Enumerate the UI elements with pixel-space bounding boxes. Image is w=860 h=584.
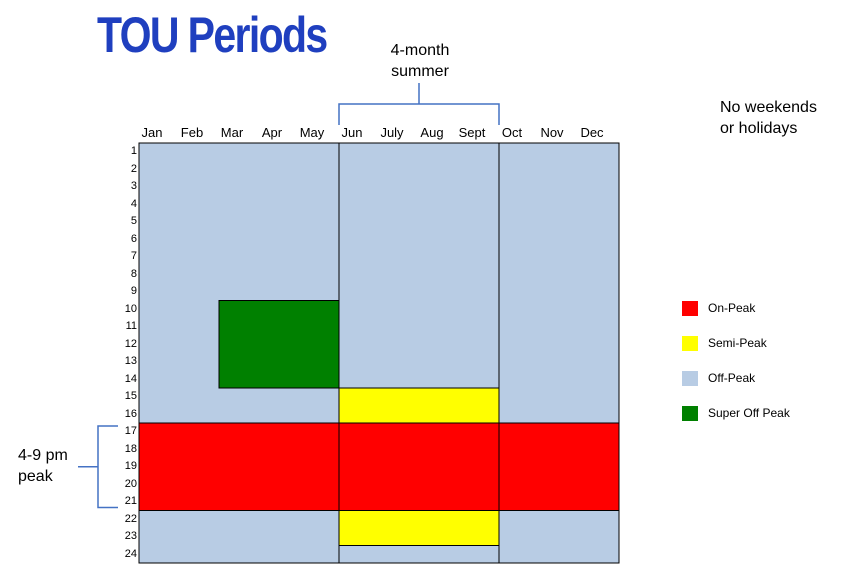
hour-label: 5 [130, 215, 137, 227]
peak-annotation-line2: peak [18, 468, 53, 485]
hour-label: 18 [124, 442, 137, 455]
summer-annotation: 4-month summer [340, 40, 500, 82]
hour-label: 4 [130, 197, 137, 210]
hour-label: 16 [124, 407, 137, 420]
month-label: Feb [180, 125, 204, 140]
hour-label: 24 [124, 547, 137, 560]
summer-bracket [338, 83, 500, 125]
hour-label: 8 [130, 267, 137, 280]
on-peak-block [138, 422, 620, 511]
hour-label: 6 [130, 232, 137, 245]
legend-label: On-Peak [708, 301, 756, 315]
hour-label: 17 [124, 425, 137, 437]
hour-label: 15 [124, 390, 137, 402]
weekend-annotation: No weekends or holidays [720, 97, 817, 139]
hour-label: 2 [130, 162, 137, 175]
peak-annotation: 4-9 pm peak [18, 445, 68, 487]
peak-annotation-line1: 4-9 pm [18, 447, 68, 464]
month-label: Dec [580, 125, 604, 140]
hour-label: 1 [130, 145, 137, 157]
month-label: Mar [220, 125, 244, 140]
summer-annotation-line2: summer [391, 63, 449, 80]
weekend-annotation-line2: or holidays [720, 120, 798, 137]
hour-label: 12 [124, 337, 137, 350]
hour-label: 13 [124, 355, 137, 367]
legend-swatch [682, 336, 698, 351]
super-off-peak-block [218, 300, 340, 389]
hour-label: 9 [130, 285, 137, 297]
month-label: Sept [458, 125, 486, 140]
semi-peak-block [338, 510, 500, 546]
hour-label: 14 [124, 372, 137, 385]
summer-annotation-line1: 4-month [390, 42, 450, 59]
hour-label: 22 [124, 512, 137, 525]
hour-label: 20 [124, 477, 137, 490]
peak-bracket [78, 425, 118, 509]
month-label: Aug [420, 125, 444, 140]
month-label: Apr [261, 125, 283, 140]
weekend-annotation-line1: No weekends [720, 99, 817, 116]
hour-label: 11 [125, 320, 137, 332]
month-label: July [380, 125, 404, 140]
legend-swatch [682, 301, 698, 316]
hour-label: 10 [124, 302, 137, 315]
month-label: Nov [540, 125, 564, 140]
legend-swatch [682, 371, 698, 386]
page-title: TOU Periods [97, 7, 328, 63]
month-label: May [299, 125, 325, 140]
legend-label: Off-Peak [708, 371, 756, 385]
month-label: Jan [141, 125, 163, 140]
hour-label: 7 [130, 250, 137, 262]
legend-swatch [682, 406, 698, 421]
month-label: Oct [501, 125, 523, 140]
hour-label: 23 [124, 530, 137, 542]
legend-label: Semi-Peak [708, 336, 767, 350]
legend-label: Super Off Peak [708, 406, 790, 420]
hour-label: 21 [124, 495, 137, 507]
hour-label: 19 [124, 460, 137, 472]
hour-label: 3 [130, 180, 137, 192]
semi-peak-block [338, 387, 500, 424]
month-label: Jun [341, 125, 363, 140]
grid-border [138, 142, 620, 564]
